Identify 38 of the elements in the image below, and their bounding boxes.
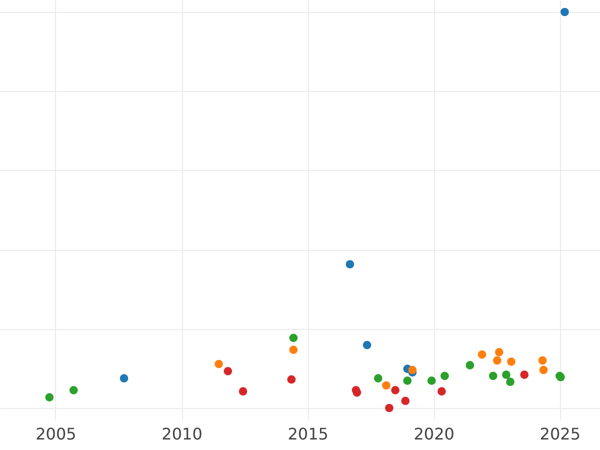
point [374,374,382,382]
point [69,386,78,394]
point [401,396,410,406]
point [238,387,248,396]
point [408,366,417,374]
x-tick-label: 2010 [162,424,202,444]
x-tick-label: 2020 [414,424,454,444]
point [539,366,548,374]
point [391,386,400,394]
point [385,404,394,412]
point [506,378,514,386]
point [478,350,486,359]
point [538,356,547,365]
point [120,374,128,382]
point [494,348,504,356]
point [488,372,498,380]
point [507,357,516,366]
point [403,376,412,385]
point [466,361,474,370]
point [427,376,436,385]
point [287,375,296,384]
point [382,381,390,390]
point [560,8,569,16]
point [502,370,510,379]
point [440,372,449,380]
x-tick-label: 2015 [288,424,328,444]
point [45,393,54,402]
point [224,366,232,376]
point [289,334,298,342]
point [346,260,354,268]
point [289,346,298,354]
point [214,360,224,368]
x-tick-label: 2025 [540,424,581,444]
point [438,387,446,396]
x-tick-label: 2005 [36,424,76,444]
point [362,340,372,350]
point [520,370,529,379]
point [492,356,502,365]
